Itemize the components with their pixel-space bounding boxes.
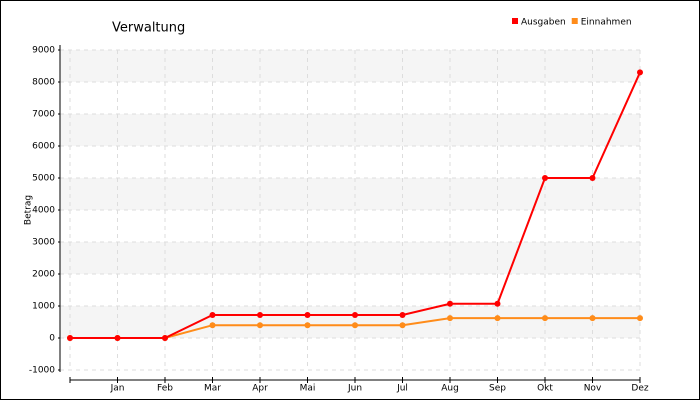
y-tick-label: 7000 [32,110,55,120]
y-tick-label: 9000 [32,46,55,56]
y-tick-label: 6000 [32,142,55,152]
data-point [637,315,643,322]
x-tick-label: Jul [396,384,408,394]
data-point [257,322,263,329]
data-point [257,311,263,318]
data-point [304,322,311,329]
y-tick-label: 8000 [32,78,55,88]
data-point [637,69,643,76]
data-point [209,322,216,329]
x-tick-label: Feb [157,384,173,394]
data-point [352,322,358,329]
x-tick-label: Apr [252,384,268,394]
grid-band [60,178,640,210]
data-point [162,335,168,341]
y-tick-label: 1000 [32,302,55,312]
data-point [542,175,548,181]
data-point [447,300,453,307]
x-tick-label: Nov [584,384,602,394]
legend-swatch [512,18,518,24]
data-point [304,311,311,318]
grid-band [60,114,640,146]
data-point [352,311,358,318]
data-point [494,315,501,322]
data-point [447,315,453,322]
data-point [589,175,596,181]
data-point [494,300,501,307]
x-tick-label: Sep [489,384,506,394]
data-point [542,315,548,322]
grid-band [60,306,640,338]
data-point [114,335,121,341]
data-point [399,322,406,329]
x-tick-label: Aug [441,384,459,394]
legend-swatch [571,18,578,24]
data-point [209,311,216,318]
data-point [399,311,406,318]
x-tick-label: Mai [300,384,316,394]
x-tick-label: Jun [347,384,362,394]
x-tick-label: Mar [204,384,221,394]
y-axis-label: Betrag [24,195,34,225]
data-point [589,315,596,322]
grid-band [60,50,640,82]
y-tick-label: 4000 [32,206,55,216]
x-tick-label: Jan [110,384,125,394]
chart-title: Verwaltung [112,21,185,36]
y-tick-label: -1000 [29,366,55,376]
y-tick-label: 3000 [32,238,55,248]
y-tick-label: 2000 [32,270,55,280]
x-tick-label: Okt [537,384,553,394]
y-tick-label: 5000 [32,174,55,184]
x-tick-label: Dez [631,384,648,394]
legend-label: Einnahmen [581,18,632,28]
y-tick-label: 0 [49,334,55,344]
legend-label: Ausgaben [521,18,566,28]
grid-band [60,242,640,274]
data-point [67,335,73,341]
